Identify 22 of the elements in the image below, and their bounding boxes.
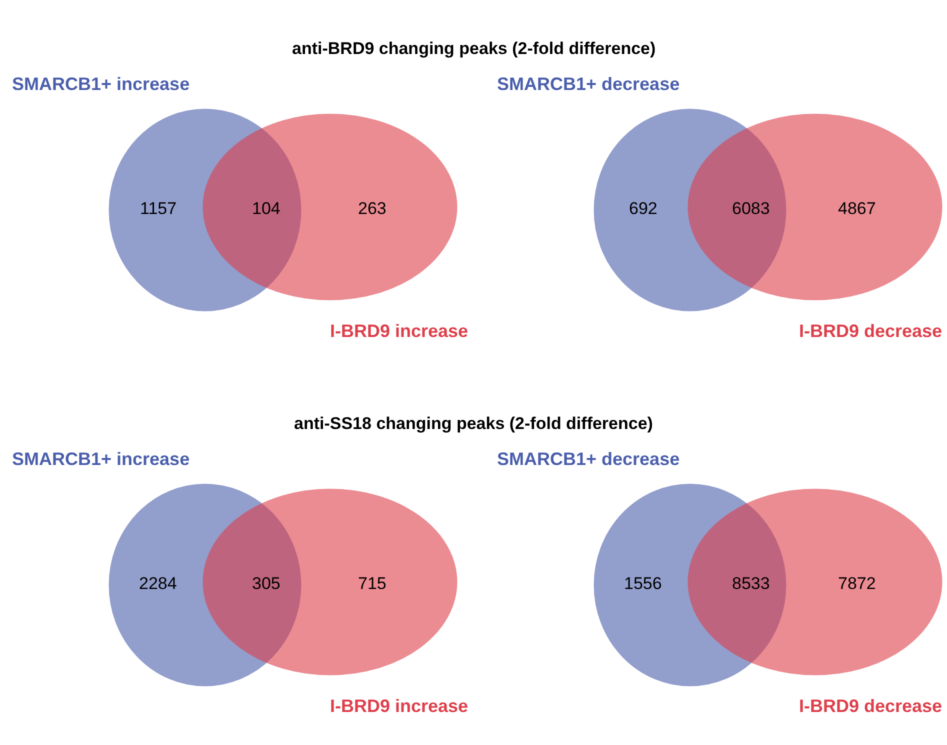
data-label: 104 (252, 199, 280, 218)
data-label: 715 (358, 574, 386, 593)
data-label: 8533 (732, 574, 770, 593)
category-label: I-BRD9 decrease (799, 321, 942, 341)
data-label: 263 (358, 199, 386, 218)
data-label: 6083 (732, 199, 770, 218)
text: anti-SS18 changing peaks (2-fold difference) (294, 414, 653, 433)
data-label: 1556 (624, 574, 662, 593)
data-label: 692 (629, 199, 658, 218)
data-label: 2284 (139, 574, 177, 593)
category-label: SMARCB1+ decrease (497, 449, 680, 469)
data-label: 305 (252, 574, 280, 593)
data-label: 7872 (838, 574, 876, 593)
category-label: SMARCB1+ decrease (497, 74, 680, 94)
category-label: I-BRD9 decrease (799, 696, 942, 716)
category-label: I-BRD9 increase (330, 696, 468, 716)
category-label: I-BRD9 increase (330, 321, 468, 341)
text: anti-BRD9 changing peaks (2-fold difference) (292, 39, 656, 58)
category-label: SMARCB1+ increase (12, 449, 190, 469)
data-label: 4867 (838, 199, 876, 218)
category-label: SMARCB1+ increase (12, 74, 190, 94)
data-label: 1157 (140, 199, 177, 218)
